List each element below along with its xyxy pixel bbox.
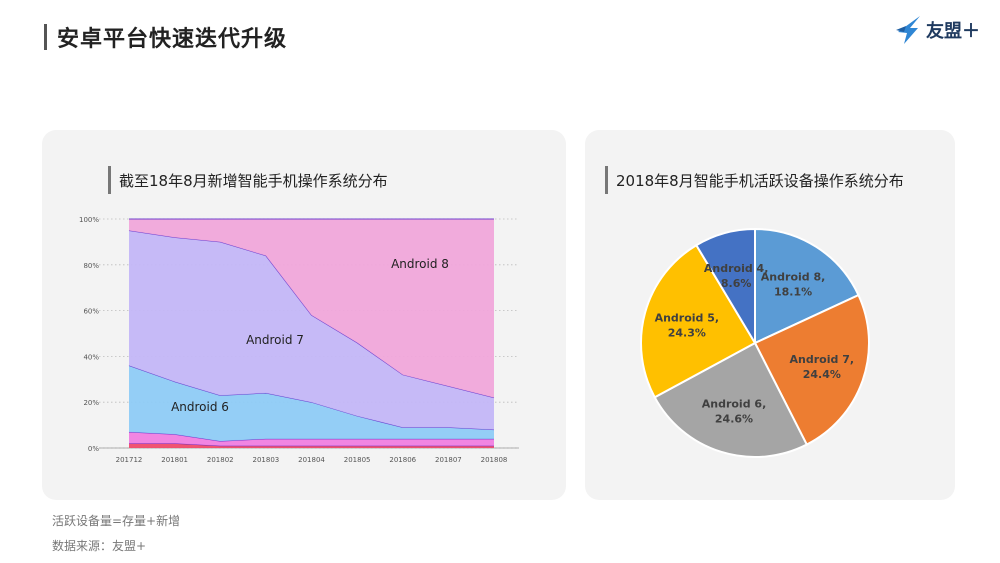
x-tick-label: 201801 [161, 456, 188, 464]
y-tick-label: 40% [83, 353, 99, 361]
x-tick-label: 201806 [389, 456, 416, 464]
page-title: 安卓平台快速迭代升级 [57, 27, 288, 52]
footnote-active-definition: 活跃设备量=存量+新增 [52, 514, 181, 528]
slice-label: Android 6, [702, 397, 767, 410]
stacked-area-chart: 0% 20% 40% 60% 80% 100% 201712 201801 201802 2018… [79, 216, 519, 464]
active-devices-card: 2018年8月智能手机活跃设备操作系统分布 Android 8, 18.1% And… [585, 130, 955, 500]
area-chart-title-text: 截至18年8月新增智能手机操作系统分布 [119, 171, 388, 190]
x-tick-label: 201807 [435, 456, 462, 464]
pie-slice [754, 227, 860, 345]
pie-slice [640, 243, 757, 399]
pie-slice [753, 293, 870, 446]
series-label: Android 8 [391, 257, 449, 271]
new-devices-card: 截至18年8月新增智能手机操作系统分布 0% 20% 40% 60% 80% 100% 20… [42, 130, 566, 500]
title-accent-rule [108, 166, 111, 194]
pie-slice [694, 227, 756, 347]
slice-value: 18.1% [774, 285, 812, 298]
logo-text: 友盟＋ [926, 21, 980, 42]
pie-chart-title-text: 2018年8月智能手机活跃设备操作系统分布 [616, 171, 904, 190]
bird-logo-icon [896, 16, 920, 44]
slice-label: Android 7, [790, 353, 855, 366]
series-label: Android 7 [246, 333, 304, 347]
area-series [129, 219, 494, 398]
slice-value: 24.3% [668, 326, 706, 339]
y-tick-label: 20% [83, 399, 99, 407]
x-tick-label: 201804 [298, 456, 325, 464]
area-chart-title: 截至18年8月新增智能手机操作系统分布 [108, 166, 388, 194]
slice-value: 8.6% [721, 277, 752, 290]
x-tick-label: 201712 [116, 456, 143, 464]
y-tick-label: 0% [88, 445, 99, 453]
y-tick-label: 100% [79, 216, 99, 224]
series-label: Android 6 [171, 400, 229, 414]
x-tick-label: 201808 [481, 456, 508, 464]
x-tick-label: 201805 [344, 456, 371, 464]
title-bar: 安卓平台快速迭代升级 [44, 22, 287, 52]
title-accent-rule [44, 24, 47, 50]
x-tick-label: 201802 [207, 456, 234, 464]
footnote-source: 数据来源：友盟+ [52, 539, 147, 553]
slice-label: Android 4, [704, 262, 769, 275]
slice-label: Android 8, [761, 270, 826, 283]
area-series [129, 365, 494, 442]
y-tick-label: 80% [83, 262, 99, 270]
slice-value: 24.6% [715, 412, 753, 425]
pie-chart-title: 2018年8月智能手机活跃设备操作系统分布 [605, 166, 904, 194]
y-tick-label: 60% [83, 308, 99, 316]
area-series [129, 230, 494, 430]
pie-slice [653, 341, 809, 458]
pie-chart: Android 8, 18.1% Android 7, 24.4% Android 6,… [640, 227, 870, 458]
title-accent-rule [605, 166, 608, 194]
x-tick-label: 201803 [253, 456, 280, 464]
logo: 友盟＋ [894, 14, 980, 46]
slice-label: Android 5, [655, 311, 720, 324]
slice-value: 24.4% [803, 368, 841, 381]
